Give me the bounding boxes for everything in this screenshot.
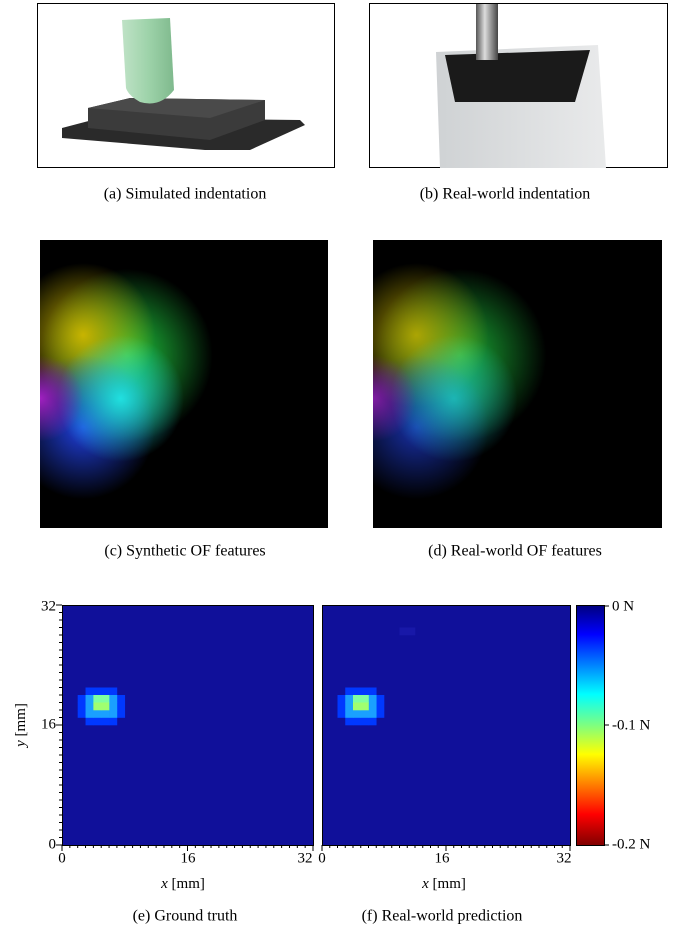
x-tick-label: 0 — [58, 850, 66, 866]
heat-cell — [369, 710, 377, 718]
heat-cell — [117, 695, 125, 703]
heat-cell — [369, 703, 377, 711]
caption: (c) Synthetic OF features — [104, 543, 265, 560]
heat-cell — [93, 703, 101, 711]
heat-cell — [345, 703, 353, 711]
heat-cell — [369, 688, 377, 696]
x-axis-label: x [mm] — [160, 876, 205, 892]
heat-cell — [361, 703, 369, 711]
x-tick-label: 32 — [298, 850, 313, 866]
x-tick-label: 0 — [318, 850, 326, 866]
heat-cell — [101, 718, 109, 726]
heat-cell — [376, 703, 384, 711]
x-tick-label: 32 — [557, 850, 572, 866]
y-tick-label: 0 — [49, 836, 57, 852]
heat-cell — [101, 688, 109, 696]
unit: [mm] — [168, 876, 205, 892]
heat-cell — [109, 688, 117, 696]
heat-cell — [117, 710, 125, 718]
heat-cell — [338, 703, 346, 711]
heat-cell — [78, 695, 86, 703]
heat-cell — [345, 695, 353, 703]
heatmap-ground-truth — [56, 605, 314, 851]
heat-cell — [338, 710, 346, 718]
heat-cell — [93, 710, 101, 718]
y-axis-label: y [mm] — [13, 703, 29, 749]
colorbar-label: 0 N — [612, 598, 634, 614]
heat-cell — [369, 695, 377, 703]
heat-cell — [369, 718, 377, 726]
heat-cell — [109, 703, 117, 711]
heat-cell — [376, 710, 384, 718]
heat-cell — [93, 688, 101, 696]
caption: (a) Simulated indentation — [104, 186, 267, 203]
heat-cell — [376, 695, 384, 703]
heat-cell — [353, 703, 361, 711]
heat-cell — [109, 710, 117, 718]
heat-cell — [353, 695, 361, 703]
heatmap-prediction — [322, 605, 571, 851]
caption: (b) Real-world indentation — [420, 186, 591, 203]
heat-cell — [86, 710, 94, 718]
caption: (e) Ground truth — [133, 908, 238, 925]
real-image — [370, 4, 668, 169]
heat-cell — [117, 703, 125, 711]
heat-cell — [109, 695, 117, 703]
caption: (f) Real-world prediction — [362, 908, 523, 925]
y-tick-label: 32 — [41, 598, 56, 614]
heat-cell — [361, 688, 369, 696]
heat-cell — [345, 718, 353, 726]
colorbar-label: -0.1 N — [612, 717, 650, 733]
colorbar — [577, 606, 605, 846]
unit: [mm] — [13, 703, 29, 740]
heat-cell — [101, 703, 109, 711]
heat-cell — [101, 710, 109, 718]
figure: (a) Simulated indentation (b) Real-world… — [0, 0, 673, 932]
heat-cell — [78, 710, 86, 718]
caption: (d) Real-world OF features — [428, 543, 602, 560]
heat-cell — [338, 695, 346, 703]
y-tick-label: 16 — [41, 716, 57, 732]
heat-cell — [86, 695, 94, 703]
heat-cell — [400, 628, 408, 636]
x-axis-label: x [mm] — [421, 876, 466, 892]
heat-cell — [78, 703, 86, 711]
real-of-image — [373, 240, 662, 528]
heat-cell — [407, 628, 415, 636]
heat-cell — [345, 688, 353, 696]
heat-cell — [101, 695, 109, 703]
colorbar-label: -0.2 N — [612, 836, 650, 852]
x-tick-label: 16 — [181, 850, 197, 866]
unit: [mm] — [429, 876, 466, 892]
heat-cell — [353, 710, 361, 718]
var: y — [13, 740, 29, 749]
heat-cell — [361, 710, 369, 718]
heat-cell — [353, 688, 361, 696]
synthetic-of-image — [40, 240, 328, 528]
heat-cell — [86, 688, 94, 696]
heat-cell — [86, 718, 94, 726]
heat-cell — [93, 695, 101, 703]
heat-cell — [361, 695, 369, 703]
heat-cell — [86, 703, 94, 711]
heat-cell — [345, 710, 353, 718]
x-tick-label: 16 — [435, 850, 451, 866]
simulated-image — [38, 4, 335, 168]
heat-cell — [93, 718, 101, 726]
heat-cell — [361, 718, 369, 726]
heat-cell — [109, 718, 117, 726]
heat-cell — [353, 718, 361, 726]
